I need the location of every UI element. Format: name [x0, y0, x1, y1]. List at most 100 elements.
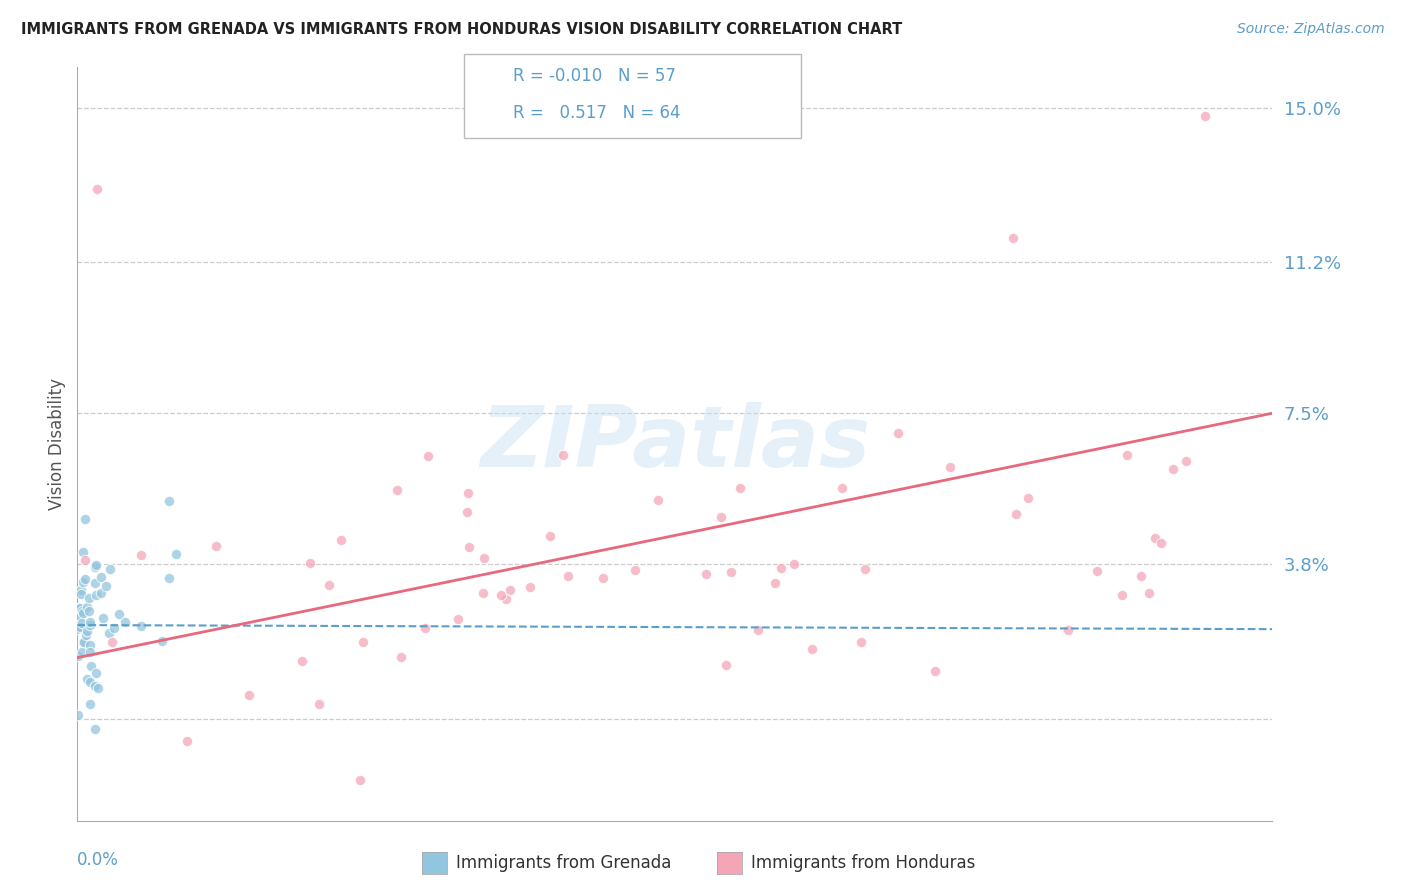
Point: [1161, 461, 1184, 475]
Point: [887, 426, 910, 441]
Point: [76, 672, 98, 686]
Point: [84, 576, 107, 591]
Point: [94, 579, 117, 593]
Point: [1194, 109, 1216, 123]
Point: [318, 578, 340, 592]
Point: [79, 638, 101, 652]
Point: [98, 626, 121, 640]
Point: [86, 681, 108, 696]
Text: R =   0.517   N = 64: R = 0.517 N = 64: [513, 104, 681, 122]
Point: [108, 607, 131, 622]
Point: [69, 609, 91, 624]
Point: [457, 485, 479, 500]
Text: R = -0.010   N = 57: R = -0.010 N = 57: [513, 67, 676, 85]
Point: [710, 510, 733, 524]
Point: [1005, 507, 1028, 521]
Point: [205, 539, 228, 553]
Point: [471, 586, 494, 600]
Point: [389, 649, 412, 664]
Text: 0.0%: 0.0%: [77, 851, 120, 869]
Point: [176, 734, 198, 748]
Point: [79, 645, 101, 659]
Point: [298, 557, 321, 571]
Point: [765, 576, 787, 591]
Text: Immigrants from Honduras: Immigrants from Honduras: [751, 855, 976, 872]
Point: [647, 492, 669, 507]
Point: [75, 553, 97, 567]
Point: [1111, 587, 1133, 601]
Point: [472, 551, 495, 566]
Point: [157, 494, 180, 508]
Point: [84, 558, 107, 572]
Point: [165, 547, 187, 561]
Point: [1143, 532, 1166, 546]
Text: IMMIGRANTS FROM GRENADA VS IMMIGRANTS FROM HONDURAS VISION DISABILITY CORRELATIO: IMMIGRANTS FROM GRENADA VS IMMIGRANTS FR…: [21, 22, 903, 37]
Point: [73, 572, 96, 586]
Point: [90, 586, 112, 600]
Point: [783, 557, 806, 571]
Text: Source: ZipAtlas.com: Source: ZipAtlas.com: [1237, 22, 1385, 37]
Point: [76, 624, 98, 638]
Point: [86, 182, 108, 196]
Point: [75, 628, 97, 642]
Point: [499, 583, 522, 598]
Point: [84, 666, 107, 681]
Y-axis label: Vision Disability: Vision Disability: [48, 378, 66, 509]
Point: [66, 622, 89, 636]
Point: [157, 571, 180, 585]
Point: [413, 621, 436, 635]
Point: [66, 649, 89, 664]
Point: [129, 548, 152, 562]
Point: [519, 580, 541, 594]
Point: [1115, 448, 1137, 462]
Text: ZIPatlas: ZIPatlas: [479, 402, 870, 485]
Point: [592, 571, 614, 585]
Point: [769, 560, 792, 574]
Point: [308, 697, 330, 711]
Point: [1137, 585, 1160, 599]
Point: [624, 563, 647, 577]
Point: [83, 560, 105, 574]
Point: [349, 772, 371, 787]
Point: [70, 604, 93, 618]
Point: [67, 614, 90, 628]
Point: [291, 654, 314, 668]
Point: [129, 619, 152, 633]
Point: [80, 659, 103, 673]
Point: [91, 611, 114, 625]
Point: [69, 601, 91, 615]
Point: [1085, 564, 1108, 578]
Point: [447, 612, 470, 626]
Point: [101, 635, 124, 649]
Point: [77, 591, 100, 605]
Point: [720, 565, 742, 579]
Point: [70, 587, 93, 601]
Point: [84, 722, 107, 736]
Point: [100, 561, 122, 575]
Point: [69, 606, 91, 620]
Point: [538, 529, 561, 543]
Point: [1017, 491, 1039, 506]
Point: [714, 658, 737, 673]
Point: [72, 634, 94, 648]
Point: [79, 618, 101, 632]
Point: [695, 566, 717, 581]
Point: [72, 606, 94, 620]
Point: [66, 607, 89, 621]
Point: [73, 635, 96, 649]
Point: [79, 615, 101, 629]
Point: [72, 616, 94, 631]
Point: [72, 545, 94, 559]
Point: [352, 635, 374, 649]
Point: [557, 569, 579, 583]
Point: [66, 707, 89, 722]
Point: [150, 634, 173, 648]
Point: [83, 679, 105, 693]
Point: [489, 588, 512, 602]
Point: [79, 674, 101, 689]
Point: [66, 601, 89, 615]
Point: [800, 642, 823, 657]
Point: [831, 481, 853, 495]
Point: [1002, 231, 1025, 245]
Point: [238, 688, 260, 702]
